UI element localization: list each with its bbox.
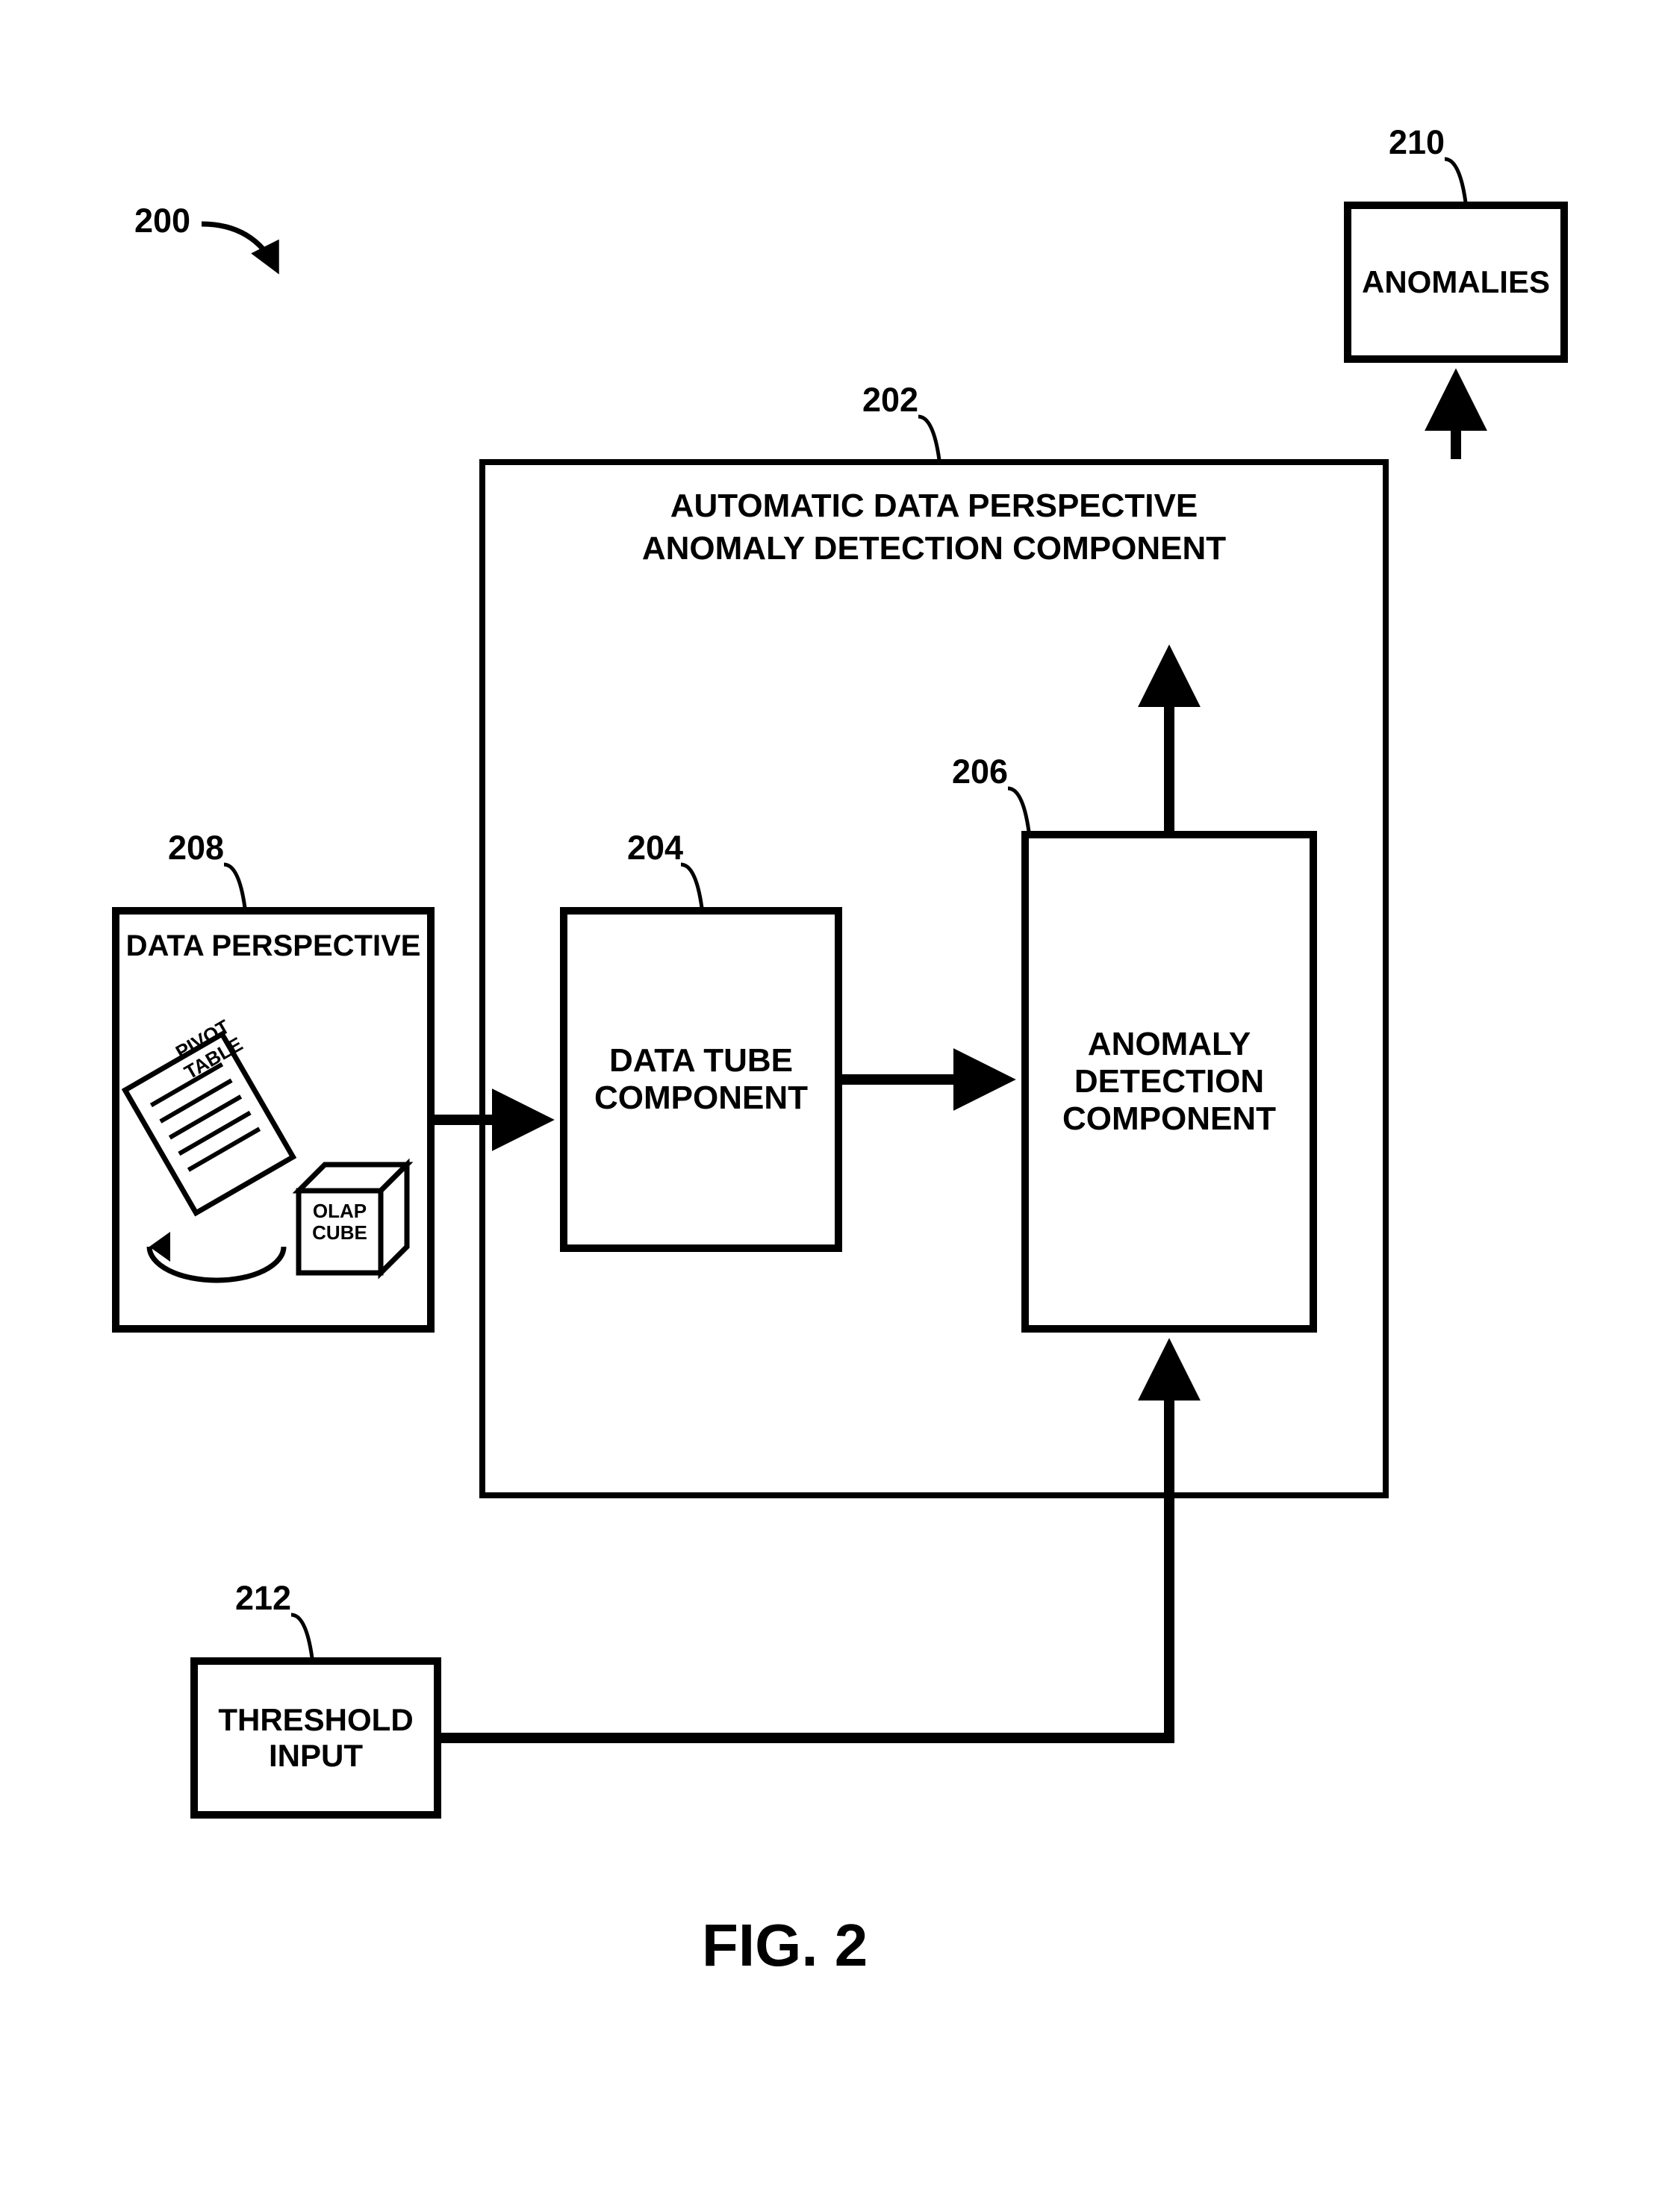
data-tube-box: DATA TUBE COMPONENT	[560, 907, 842, 1252]
leader-208	[224, 864, 245, 908]
ref-anomaly-detection: 206	[952, 753, 1008, 791]
leader-210	[1445, 159, 1466, 202]
data-perspective-title: DATA PERSPECTIVE	[119, 929, 427, 963]
leader-212	[291, 1615, 312, 1658]
data-tube-line1: DATA TUBE	[609, 1042, 793, 1079]
threshold-line1: THRESHOLD	[218, 1702, 413, 1738]
olap-cube-label: OLAP CUBE	[302, 1200, 377, 1243]
anomaly-detection-line2: DETECTION	[1074, 1063, 1264, 1100]
container-title-line1: AUTOMATIC DATA PERSPECTIVE	[479, 487, 1389, 525]
leader-202	[918, 417, 939, 460]
data-perspective-box: DATA PERSPECTIVE	[112, 907, 435, 1333]
anomalies-box: ANOMALIES	[1344, 202, 1568, 363]
anomaly-detection-line3: COMPONENT	[1062, 1100, 1276, 1138]
anomalies-label: ANOMALIES	[1362, 264, 1550, 300]
ref-system: 200	[134, 202, 190, 240]
diagram-canvas: 200 AUTOMATIC DATA PERSPECTIVE ANOMALY D…	[0, 0, 1653, 2212]
ref-container: 202	[862, 381, 918, 420]
ref-data-perspective: 208	[168, 829, 224, 867]
ref-data-tube: 204	[627, 829, 683, 867]
anomaly-detection-line1: ANOMALY	[1088, 1026, 1251, 1063]
ref-threshold: 212	[235, 1579, 291, 1618]
system-ref-arrow	[202, 224, 276, 269]
threshold-line2: INPUT	[269, 1738, 363, 1774]
anomaly-detection-box: ANOMALY DETECTION COMPONENT	[1021, 831, 1317, 1333]
container-title-line2: ANOMALY DETECTION COMPONENT	[479, 530, 1389, 567]
ref-anomalies: 210	[1389, 123, 1445, 162]
data-tube-line2: COMPONENT	[594, 1079, 808, 1117]
threshold-box: THRESHOLD INPUT	[190, 1657, 441, 1819]
figure-label: FIG. 2	[702, 1911, 868, 1980]
